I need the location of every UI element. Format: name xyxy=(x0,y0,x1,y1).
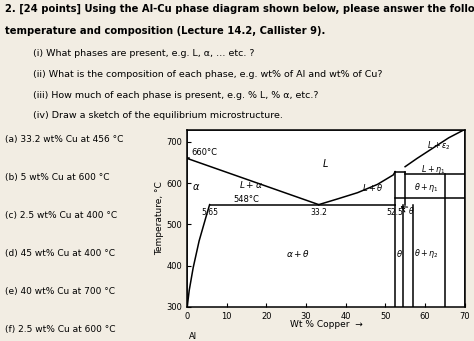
Text: (a) 33.2 wt% Cu at 456 °C: (a) 33.2 wt% Cu at 456 °C xyxy=(5,135,123,144)
Text: (iii) How much of each phase is present, e.g. % L, % α, etc.?: (iii) How much of each phase is present,… xyxy=(33,91,318,100)
Text: $\theta + \eta_2$: $\theta + \eta_2$ xyxy=(414,247,439,260)
Text: (ii) What is the composition of each phase, e.g. wt% of Al and wt% of Cu?: (ii) What is the composition of each pha… xyxy=(33,70,382,79)
Text: $\alpha$: $\alpha$ xyxy=(192,182,201,192)
Text: 5.65: 5.65 xyxy=(201,208,218,217)
Text: temperature and composition (Lecture 14.2, Callister 9).: temperature and composition (Lecture 14.… xyxy=(5,26,325,35)
Text: (i) What phases are present, e.g. L, α, … etc. ?: (i) What phases are present, e.g. L, α, … xyxy=(33,49,254,58)
Text: 660°C: 660°C xyxy=(191,148,217,157)
Text: 2. [24 points] Using the Al-Cu phase diagram shown below, please answer the foll: 2. [24 points] Using the Al-Cu phase dia… xyxy=(5,3,474,14)
Text: (c) 2.5 wt% Cu at 400 °C: (c) 2.5 wt% Cu at 400 °C xyxy=(5,211,117,220)
Text: Al
100%: Al 100% xyxy=(181,332,205,341)
Text: $\alpha + \theta$: $\alpha + \theta$ xyxy=(286,248,310,259)
Text: $L + \eta_1$: $L + \eta_1$ xyxy=(420,163,445,176)
Text: (d) 45 wt% Cu at 400 °C: (d) 45 wt% Cu at 400 °C xyxy=(5,249,115,258)
Text: $L + \theta$: $L + \theta$ xyxy=(363,182,384,193)
Text: 548°C: 548°C xyxy=(234,195,260,204)
Text: $L + \alpha$: $L + \alpha$ xyxy=(239,178,263,190)
Text: $\theta + \eta_1$: $\theta + \eta_1$ xyxy=(414,181,439,194)
Text: $L + \varepsilon_2$: $L + \varepsilon_2$ xyxy=(427,140,451,152)
Text: (e) 40 wt% Cu at 700 °C: (e) 40 wt% Cu at 700 °C xyxy=(5,287,115,296)
Text: (f) 2.5 wt% Cu at 600 °C: (f) 2.5 wt% Cu at 600 °C xyxy=(5,325,115,334)
Text: 33.2: 33.2 xyxy=(310,208,327,217)
Text: 52.5: 52.5 xyxy=(387,208,404,217)
Text: $\theta$: $\theta$ xyxy=(396,248,402,259)
Text: (b) 5 wt% Cu at 600 °C: (b) 5 wt% Cu at 600 °C xyxy=(5,173,109,182)
Y-axis label: Temperature, °C: Temperature, °C xyxy=(155,181,164,255)
Text: $L$: $L$ xyxy=(322,158,329,169)
Text: Wt % Copper  →: Wt % Copper → xyxy=(290,320,362,329)
Text: $\theta$: $\theta$ xyxy=(408,205,414,216)
Text: (iv) Draw a sketch of the equilibrium microstructure.: (iv) Draw a sketch of the equilibrium mi… xyxy=(33,112,283,120)
